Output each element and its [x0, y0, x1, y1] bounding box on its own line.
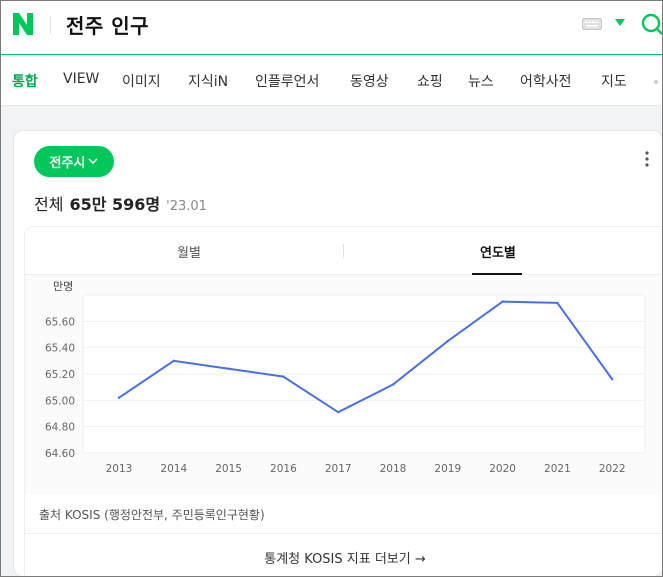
x-tick-label: 2021 — [544, 463, 571, 475]
search-tabs: 통합 VIEW 이미지 지식iN 인플루언서 동영상 쇼핑 뉴스 어학사전 지도 — [0, 56, 663, 106]
chart-svg: 만명 65.60 65.40 65.20 65.00 64.80 64.60 2013 2014… — [45, 280, 646, 475]
search-icon[interactable] — [641, 12, 663, 36]
data-point — [172, 359, 175, 363]
data-source: 출처 KOSIS (행정안전부, 주민등록인구현황) — [39, 508, 265, 522]
x-tick-label: 2013 — [106, 463, 133, 475]
y-tick-label: 65.20 — [45, 369, 75, 381]
segment-monthly[interactable]: 월별 — [177, 246, 201, 261]
data-point — [282, 375, 285, 378]
population-card: 전주시 전체 65만 596명 '23.01 월별 연도별 만명 65.60 65.40… — [13, 130, 663, 577]
x-tick-label: 2018 — [380, 463, 407, 475]
segment-active-indicator — [472, 273, 522, 275]
tab-integrated[interactable]: 통합 — [12, 74, 38, 90]
tab-view[interactable]: VIEW — [63, 71, 100, 87]
data-point — [227, 367, 230, 370]
x-tick-label: 2014 — [160, 463, 187, 475]
tab-map[interactable]: 지도 — [601, 74, 627, 90]
y-tick-label: 65.40 — [45, 343, 75, 355]
data-point — [611, 378, 614, 381]
y-tick-label: 65.60 — [45, 316, 75, 328]
x-tick-label: 2017 — [325, 463, 352, 475]
more-tabs-icon[interactable] — [654, 80, 658, 84]
chevron-down-icon — [88, 158, 98, 165]
data-point — [501, 300, 504, 303]
summary-date: '23.01 — [166, 199, 207, 214]
tab-news[interactable]: 뉴스 — [468, 74, 494, 90]
kosis-more-link[interactable]: 통계청 KOSIS 지표 더보기 → — [264, 552, 426, 567]
naver-logo-icon[interactable] — [12, 12, 34, 36]
data-point — [446, 339, 449, 343]
summary-value: 65만 596명 — [69, 195, 161, 214]
summary-label: 전체 — [34, 195, 64, 214]
header-divider — [50, 16, 51, 34]
more-link-bar: 통계청 KOSIS 지표 더보기 → — [25, 533, 663, 577]
segment-divider — [343, 244, 344, 258]
segment-yearly[interactable]: 연도별 — [480, 246, 516, 261]
keyboard-icon[interactable] — [582, 18, 602, 30]
x-tick-label: 2015 — [215, 463, 242, 475]
data-point — [337, 410, 340, 414]
series-line — [118, 300, 614, 414]
x-tick-label: 2020 — [489, 463, 516, 475]
search-header: 전주 인구 — [0, 0, 663, 55]
chart-panel: 월별 연도별 만명 65.60 65.40 65.20 65.00 64.80 64.60 2… — [24, 226, 663, 577]
tab-shopping[interactable]: 쇼핑 — [417, 74, 443, 90]
population-line-chart: 만명 65.60 65.40 65.20 65.00 64.80 64.60 2013 2014… — [25, 275, 663, 495]
x-tick-label: 2016 — [270, 463, 297, 475]
data-point — [556, 301, 559, 305]
search-query[interactable]: 전주 인구 — [66, 14, 150, 38]
tab-video[interactable]: 동영상 — [350, 74, 389, 90]
data-point — [117, 396, 121, 399]
y-axis-label: 만명 — [53, 280, 73, 293]
city-select-label: 전주시 — [49, 156, 86, 171]
city-select-button[interactable]: 전주시 — [34, 146, 114, 177]
y-tick-label: 64.60 — [45, 448, 75, 460]
x-tick-label: 2022 — [599, 463, 626, 475]
population-summary: 전체 65만 596명 '23.01 — [34, 191, 207, 215]
data-point — [391, 383, 395, 386]
y-tick-label: 64.80 — [45, 422, 75, 434]
more-options-icon[interactable] — [645, 151, 649, 167]
tab-influencer[interactable]: 인플루언서 — [255, 74, 320, 90]
x-tick-label: 2019 — [434, 463, 461, 475]
tab-knowledge-in[interactable]: 지식iN — [188, 74, 229, 90]
y-tick-label: 65.00 — [45, 395, 75, 407]
period-segment-bar: 월별 연도별 — [25, 227, 663, 275]
tab-dictionary[interactable]: 어학사전 — [520, 74, 572, 90]
tab-images[interactable]: 이미지 — [122, 74, 161, 90]
autocomplete-toggle-icon[interactable] — [615, 19, 625, 27]
